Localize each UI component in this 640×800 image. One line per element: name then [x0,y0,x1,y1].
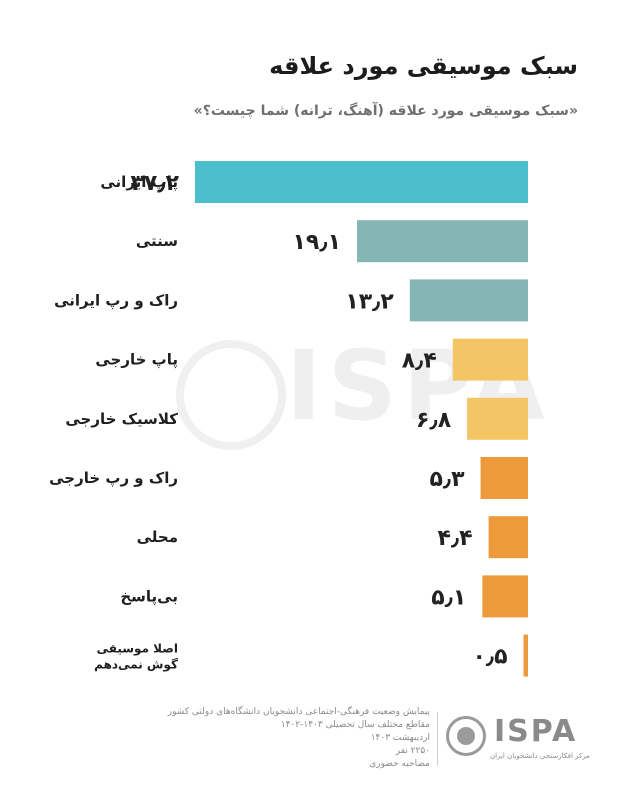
ispa-logo: ISPA مرکز افکارسنجی دانشجویان ایران [446,712,590,772]
bar-3 [409,279,528,322]
logo-name: ISPA [494,714,578,749]
category-label-4: پاپ خارجی [95,351,178,370]
category-label-7: محلی [137,528,178,546]
footer-line-date: اردیبهشت ۱۴۰۳ [370,733,430,743]
logo-subtitle: مرکز افکارسنجی دانشجویان ایران [490,752,590,760]
bar-2 [357,220,528,263]
category-label-2: سنتی [136,232,178,250]
value-label-8: ۵٫۱ [431,585,466,610]
value-label-1: ۳۷٫۲ [130,171,179,196]
bar-8 [482,575,528,618]
value-label-2: ۱۹٫۱ [293,230,342,255]
seal-icon [446,716,486,756]
value-label-9: ۰٫۵ [472,645,507,670]
page-subtitle: «سبک موسیقی مورد علاقه (آهنگ، ترانه) شما… [193,103,578,119]
category-label-5: کلاسیک خارجی [65,410,178,428]
bar-6 [480,457,528,499]
category-label-8: بی‌پاسخ [120,587,178,606]
bar-7 [488,516,528,559]
footer-line-levels: مقاطع مختلف سال تحصیلی ۱۴۰۳-۱۴۰۲ [280,720,430,730]
footer-divider [437,712,438,766]
bar-5 [467,397,528,440]
footer-line-method: مصاحبه حضوری [369,759,430,769]
page-title: سبک موسیقی مورد علاقه [269,52,578,80]
value-label-6: ۵٫۳ [429,467,465,492]
category-label-9-line-2: گوش نمی‌دهم [94,658,178,673]
value-label-5: ۶٫۸ [416,408,452,433]
value-label-3: ۱۳٫۲ [345,289,394,314]
bar-9 [523,634,528,677]
value-label-4: ۸٫۴ [402,349,437,374]
category-label-1: پاپ ایرانی [100,173,178,192]
category-label-6: راک و رپ خارجی [49,469,178,487]
category-label-9-line-1: اصلا موسیقی [97,642,178,657]
value-label-7: ۴٫۴ [438,526,473,551]
bar-4 [452,338,528,381]
category-label-3: راک و رپ ایرانی [54,291,178,309]
bar-1 [195,161,528,203]
footer-line-survey: پیمایش وضعیت فرهنگی-اجتماعی دانشجویان دا… [167,707,430,717]
footer-info: پیمایش وضعیت فرهنگی-اجتماعی دانشجویان دا… [168,706,430,771]
footer-line-sample: ۲۲۵۰ نفر [395,746,430,756]
